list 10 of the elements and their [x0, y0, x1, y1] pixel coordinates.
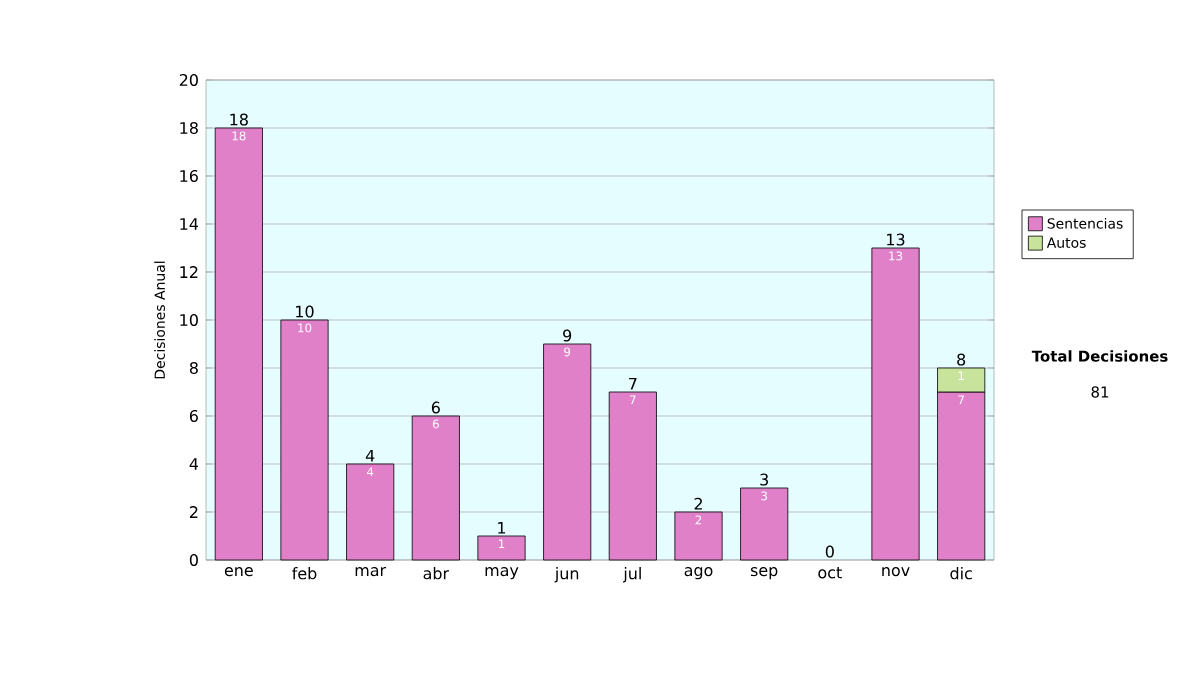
bar	[674, 511, 723, 561]
bar	[346, 463, 395, 561]
bar	[280, 319, 329, 561]
bar	[740, 487, 789, 561]
bar	[477, 535, 526, 561]
bar	[543, 343, 592, 561]
bar	[411, 415, 460, 561]
bar	[608, 391, 657, 561]
bar	[871, 247, 920, 561]
bar	[214, 127, 263, 561]
